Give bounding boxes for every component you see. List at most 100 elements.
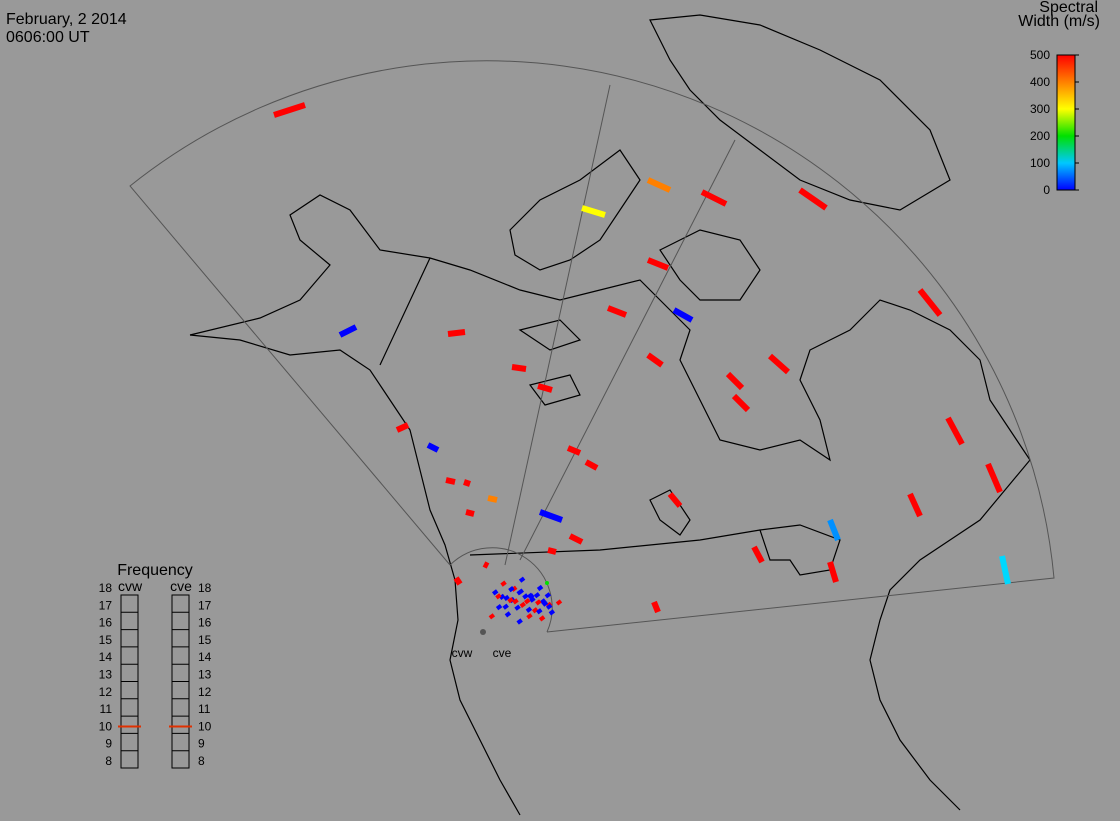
echo-vector bbox=[526, 613, 533, 620]
echo-vector bbox=[646, 177, 672, 193]
echo-vector bbox=[516, 618, 523, 625]
colorbar-tick-label: 300 bbox=[1030, 102, 1050, 116]
echo-vector bbox=[985, 462, 1003, 494]
echo-vector bbox=[504, 611, 512, 618]
frequency-radar-label: cvw bbox=[118, 578, 143, 594]
echo-vector bbox=[537, 383, 553, 393]
echo-vector bbox=[731, 393, 751, 413]
echo-vector bbox=[514, 604, 521, 611]
frequency-tick-label: 15 bbox=[99, 633, 113, 647]
echo-vector bbox=[667, 492, 683, 508]
radar-label: cve bbox=[493, 646, 512, 660]
echo-vector bbox=[538, 615, 546, 622]
frequency-tick-label: 13 bbox=[198, 668, 212, 682]
echo-vector bbox=[488, 613, 496, 620]
echo-vector bbox=[482, 561, 490, 569]
frequency-tick-label: 18 bbox=[99, 581, 113, 595]
echo-vector bbox=[495, 604, 503, 611]
echo-vector bbox=[508, 586, 515, 593]
echo-vector bbox=[545, 603, 553, 610]
radar-label: cvw bbox=[452, 646, 473, 660]
echo-vector bbox=[566, 445, 582, 456]
echo-vector bbox=[528, 593, 535, 600]
echo-vector bbox=[536, 584, 544, 592]
echo-vector bbox=[533, 592, 541, 599]
echo-vector bbox=[827, 518, 841, 542]
echo-vector bbox=[536, 608, 543, 615]
echo-vector bbox=[544, 592, 552, 599]
echo-vector bbox=[524, 598, 531, 605]
coastlines bbox=[189, 14, 1031, 816]
echo-vector bbox=[672, 307, 694, 323]
echo-vector bbox=[541, 600, 549, 607]
echo-vector bbox=[447, 329, 466, 337]
echo-vector bbox=[445, 477, 456, 485]
echo-vector bbox=[516, 589, 523, 596]
echo-vector bbox=[338, 324, 358, 338]
echo-vector bbox=[525, 606, 533, 613]
frequency-tick-label: 8 bbox=[198, 754, 205, 768]
echo-vector bbox=[568, 533, 584, 545]
echo-vector bbox=[700, 189, 728, 207]
echo-vector bbox=[545, 581, 549, 585]
echo-vector bbox=[518, 576, 526, 583]
echo-vector bbox=[945, 416, 965, 446]
frequency-tick-label: 17 bbox=[99, 598, 113, 612]
echo-vector bbox=[511, 364, 527, 372]
echo-vector bbox=[646, 352, 664, 368]
echo-vector bbox=[519, 601, 526, 608]
colorbar-tick-label: 100 bbox=[1030, 156, 1050, 170]
echo-vector bbox=[492, 589, 499, 596]
radar-site bbox=[480, 629, 486, 635]
colorbar-tick-label: 500 bbox=[1030, 48, 1050, 62]
echo-vector bbox=[646, 257, 670, 271]
colorbar-tick-label: 0 bbox=[1043, 183, 1050, 197]
frequency-tick-label: 17 bbox=[198, 598, 212, 612]
frequency-tick-label: 13 bbox=[99, 668, 113, 682]
frequency-tick-label: 15 bbox=[198, 633, 212, 647]
echo-vector bbox=[487, 495, 498, 503]
echo-vector bbox=[725, 371, 745, 391]
frequency-tick-label: 10 bbox=[198, 719, 212, 733]
frequency-tick-label: 14 bbox=[99, 650, 113, 664]
echo-vector bbox=[606, 305, 628, 318]
echo-vector bbox=[798, 187, 828, 211]
date: February, 2 2014 bbox=[6, 11, 127, 28]
frequency-tick-label: 12 bbox=[198, 685, 212, 699]
echo-vector bbox=[502, 603, 509, 610]
echo-vector bbox=[651, 600, 661, 614]
frequency-tick-label: 16 bbox=[198, 616, 212, 630]
echo-vector bbox=[503, 594, 510, 602]
echo-vector bbox=[547, 547, 557, 555]
frequency-tick-label: 9 bbox=[105, 737, 112, 751]
colorbar-title: Spectral bbox=[1039, 0, 1098, 16]
echo-vector bbox=[907, 492, 923, 518]
echo-vector bbox=[529, 596, 536, 603]
echo-vector bbox=[539, 598, 547, 605]
echo-vector bbox=[495, 593, 502, 600]
frequency-tick-label: 16 bbox=[99, 616, 113, 630]
echo-vector bbox=[535, 599, 542, 606]
time: 0606:00 UT bbox=[6, 29, 90, 46]
echo-vector bbox=[395, 422, 410, 433]
echo-vector bbox=[426, 442, 440, 453]
colorbar-title: Width (m/s) bbox=[1018, 13, 1100, 30]
echo-vector bbox=[555, 599, 563, 606]
frequency-tick-label: 11 bbox=[198, 702, 211, 716]
echo-vector bbox=[465, 509, 475, 517]
echo-vector bbox=[507, 597, 514, 604]
frequency-tick-label: 10 bbox=[99, 719, 113, 733]
echo-vector bbox=[827, 561, 839, 583]
frequency-radar-label: cve bbox=[170, 578, 192, 594]
echo-vector bbox=[548, 609, 556, 616]
echo-vector bbox=[581, 205, 606, 218]
frequency-title: Frequency bbox=[117, 562, 193, 579]
colorbar bbox=[1056, 54, 1076, 191]
echo-vector bbox=[768, 353, 790, 375]
echo-vectors bbox=[273, 102, 1011, 625]
echo-vector bbox=[463, 479, 471, 487]
echo-vector bbox=[999, 555, 1011, 585]
echo-vector bbox=[512, 598, 519, 605]
echo-vector bbox=[453, 576, 463, 586]
